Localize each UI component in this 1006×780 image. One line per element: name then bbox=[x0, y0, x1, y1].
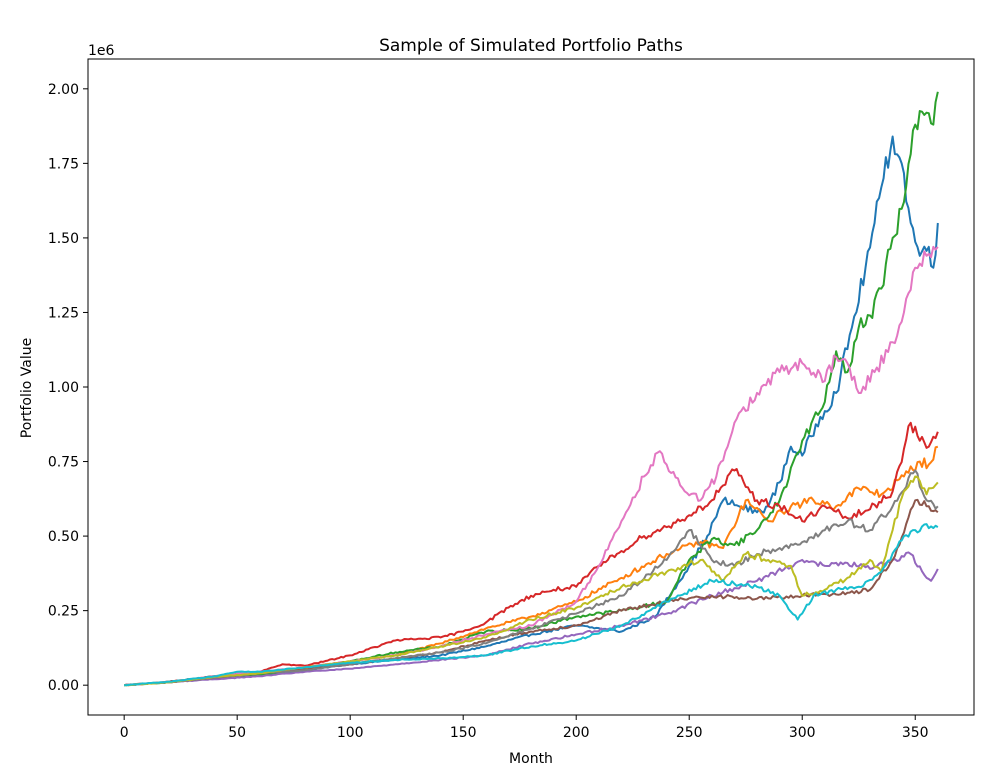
y-tick-label: 1.25 bbox=[48, 305, 79, 321]
x-tick-label: 200 bbox=[563, 725, 590, 741]
series-line-9 bbox=[124, 475, 939, 687]
y-tick-label: 1.00 bbox=[48, 380, 79, 396]
series-layer bbox=[123, 91, 939, 687]
y-tick-label: 1.75 bbox=[48, 156, 79, 172]
x-tick-label: 250 bbox=[676, 725, 703, 741]
x-tick-label: 150 bbox=[450, 725, 477, 741]
y-tick-label: 0.25 bbox=[48, 604, 79, 620]
x-tick-label: 50 bbox=[228, 725, 246, 741]
y-tick-label: 0.00 bbox=[48, 678, 79, 694]
x-axis: 0 50 100 150 200 250 300 350 bbox=[120, 715, 929, 741]
x-tick-label: 350 bbox=[902, 725, 929, 741]
y-tick-label: 2.00 bbox=[48, 82, 79, 98]
series-line-10 bbox=[124, 523, 939, 687]
y-axis: 0.00 0.25 0.50 0.75 1.00 1.25 1.50 1.75 2.00 bbox=[48, 82, 88, 694]
chart-title: Sample of Simulated Portfolio Paths bbox=[379, 36, 683, 56]
x-axis-label: Month bbox=[509, 751, 553, 767]
y-tick-label: 0.75 bbox=[48, 455, 79, 471]
y-axis-label: Portfolio Value bbox=[19, 338, 35, 439]
y-tick-label: 0.50 bbox=[48, 529, 79, 545]
y-tick-label: 1.50 bbox=[48, 231, 79, 247]
x-tick-label: 300 bbox=[789, 725, 816, 741]
series-line-5 bbox=[123, 551, 939, 687]
x-tick-label: 100 bbox=[337, 725, 364, 741]
x-tick-label: 0 bbox=[120, 725, 129, 741]
y-axis-offset-label: 1e6 bbox=[88, 43, 115, 59]
